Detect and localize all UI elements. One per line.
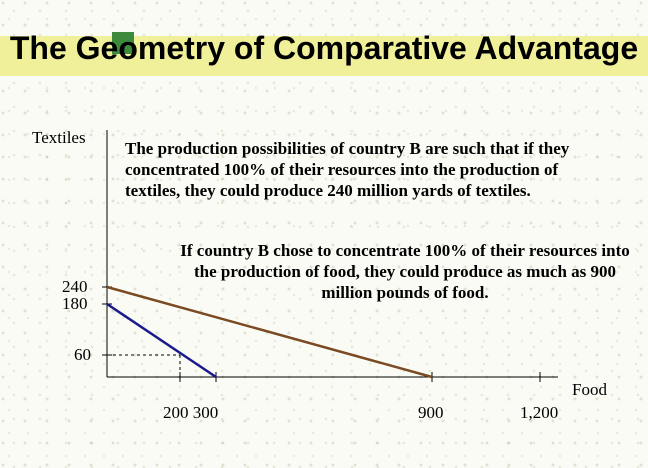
x-axis-label: Food (572, 380, 607, 399)
ppf-line-country-b (106, 285, 433, 379)
y-tick-label-240: 240 (62, 277, 88, 296)
title-accent-square (112, 32, 134, 54)
annotation-textiles: The production possibilities of country … (125, 139, 570, 200)
y-tick-label-60: 60 (74, 345, 91, 364)
slide-title: The Geometry of Comparative Advantage (9, 30, 639, 66)
title-band (0, 36, 648, 76)
x-tick-label-900: 900 (418, 403, 444, 422)
annotation-food: If country B chose to concentrate 100% o… (180, 241, 630, 302)
ppf-line-second (106, 302, 217, 379)
x-tick-label-200-300: 200 300 (163, 403, 219, 422)
y-axis-label: Textiles (32, 128, 86, 147)
x-tick-label-1200: 1,200 (520, 403, 559, 422)
y-tick-label-180: 180 (62, 294, 88, 313)
